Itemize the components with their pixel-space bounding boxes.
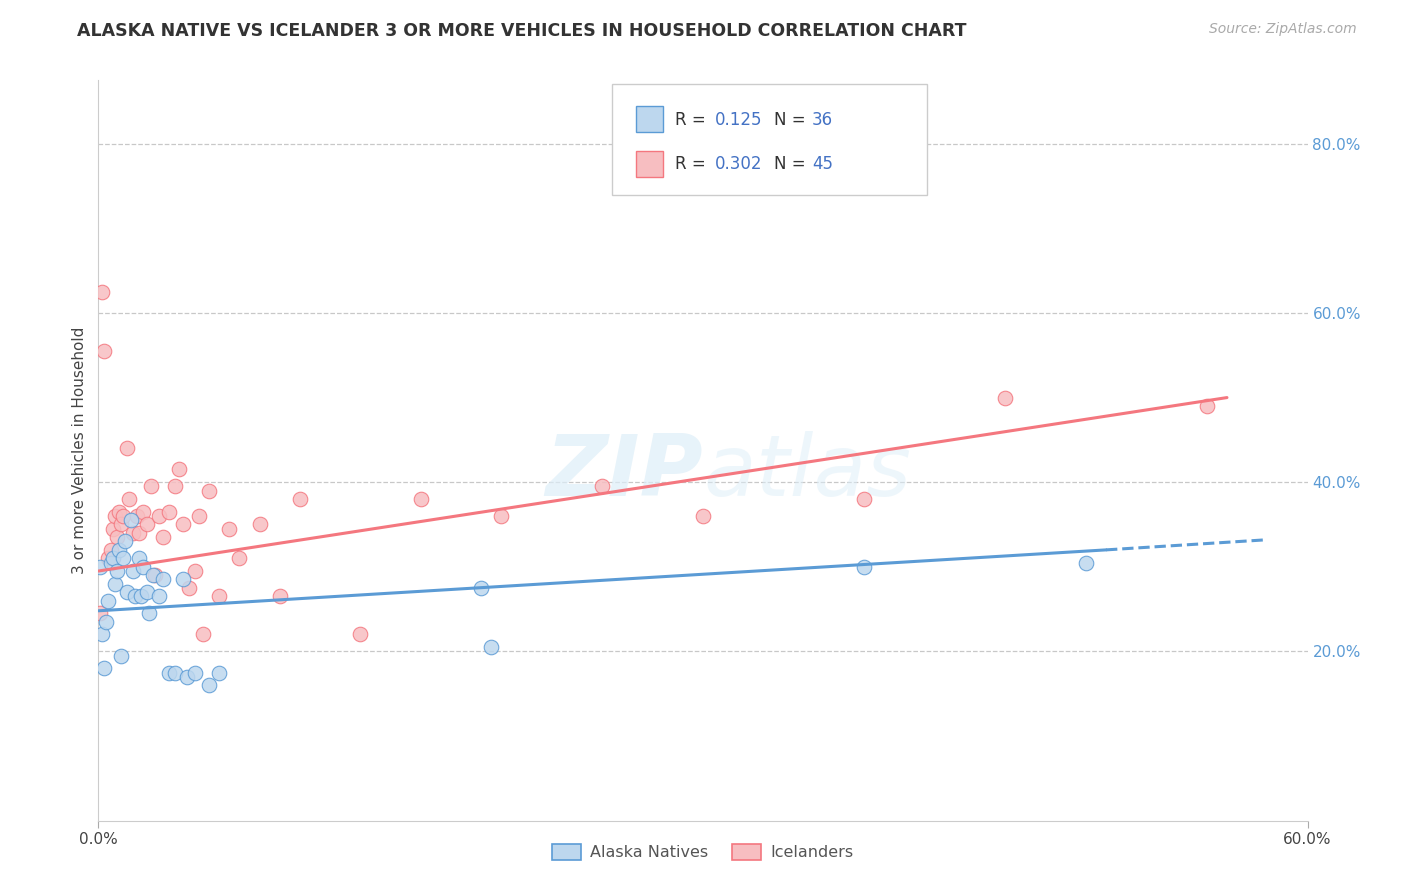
Point — [121, 525, 143, 540]
Point — [152, 530, 174, 544]
Point — [198, 678, 221, 692]
Point — [481, 640, 503, 655]
Point — [107, 505, 129, 519]
Point — [132, 559, 155, 574]
Point — [107, 542, 129, 557]
Point — [101, 551, 124, 566]
Text: Source: ZipAtlas.com: Source: ZipAtlas.com — [1209, 22, 1357, 37]
FancyBboxPatch shape — [637, 151, 664, 177]
Point — [172, 517, 194, 532]
Point — [188, 509, 211, 524]
Point — [135, 585, 157, 599]
Point — [115, 442, 138, 456]
Point — [163, 665, 186, 680]
Text: ALASKA NATIVE VS ICELANDER 3 OR MORE VEHICLES IN HOUSEHOLD CORRELATION CHART: ALASKA NATIVE VS ICELANDER 3 OR MORE VEH… — [77, 22, 967, 40]
Point — [114, 534, 136, 549]
Point — [100, 556, 122, 570]
Point — [148, 590, 170, 604]
Point — [152, 573, 174, 587]
Point — [591, 479, 613, 493]
Point — [1074, 556, 1097, 570]
Text: N =: N = — [775, 111, 811, 128]
Point — [1195, 399, 1218, 413]
Point — [110, 648, 132, 663]
Point — [115, 585, 138, 599]
Point — [89, 559, 111, 574]
Point — [491, 509, 513, 524]
Point — [124, 590, 146, 604]
Point — [176, 670, 198, 684]
Point — [228, 551, 250, 566]
Point — [125, 509, 148, 524]
Point — [409, 492, 432, 507]
FancyBboxPatch shape — [613, 84, 927, 195]
Text: 45: 45 — [811, 155, 832, 173]
Point — [97, 551, 120, 566]
Point — [148, 509, 170, 524]
Point — [128, 551, 150, 566]
Point — [994, 391, 1017, 405]
Point — [132, 505, 155, 519]
Point — [184, 564, 207, 578]
FancyBboxPatch shape — [637, 106, 664, 132]
Point — [208, 665, 231, 680]
Point — [179, 581, 201, 595]
Point — [172, 573, 194, 587]
Point — [121, 564, 143, 578]
Text: N =: N = — [775, 155, 811, 173]
Point — [198, 483, 221, 498]
Point — [143, 568, 166, 582]
Point — [139, 479, 162, 493]
Text: ZIP: ZIP — [546, 431, 703, 514]
Point — [110, 517, 132, 532]
Point — [128, 525, 150, 540]
Point — [97, 593, 120, 607]
Point — [138, 607, 160, 621]
Point — [101, 522, 124, 536]
Point — [120, 513, 142, 527]
Point — [100, 542, 122, 557]
Point — [93, 661, 115, 675]
Text: 36: 36 — [811, 111, 832, 128]
Point — [218, 522, 240, 536]
Point — [142, 568, 165, 582]
Point — [111, 551, 134, 566]
Point — [853, 559, 876, 574]
Point — [105, 564, 128, 578]
Text: R =: R = — [675, 155, 711, 173]
Y-axis label: 3 or more Vehicles in Household: 3 or more Vehicles in Household — [72, 326, 87, 574]
Text: R =: R = — [675, 111, 711, 128]
Point — [103, 509, 125, 524]
Point — [91, 285, 114, 299]
Point — [157, 505, 180, 519]
Point — [91, 627, 114, 641]
Legend: Alaska Natives, Icelanders: Alaska Natives, Icelanders — [544, 836, 862, 868]
Point — [853, 492, 876, 507]
Text: atlas: atlas — [703, 431, 911, 514]
Point — [96, 615, 118, 629]
Point — [249, 517, 271, 532]
Point — [129, 590, 152, 604]
Point — [184, 665, 207, 680]
Point — [118, 492, 141, 507]
Point — [269, 590, 291, 604]
Point — [103, 576, 125, 591]
Point — [288, 492, 311, 507]
Text: 0.302: 0.302 — [716, 155, 762, 173]
Point — [692, 509, 714, 524]
Point — [167, 462, 190, 476]
Text: 0.125: 0.125 — [716, 111, 762, 128]
Point — [163, 479, 186, 493]
Point — [208, 590, 231, 604]
Point — [470, 581, 492, 595]
Point — [157, 665, 180, 680]
Point — [89, 607, 111, 621]
Point — [111, 509, 134, 524]
Point — [193, 627, 215, 641]
Point — [349, 627, 371, 641]
Point — [93, 344, 115, 359]
Point — [105, 530, 128, 544]
Point — [135, 517, 157, 532]
